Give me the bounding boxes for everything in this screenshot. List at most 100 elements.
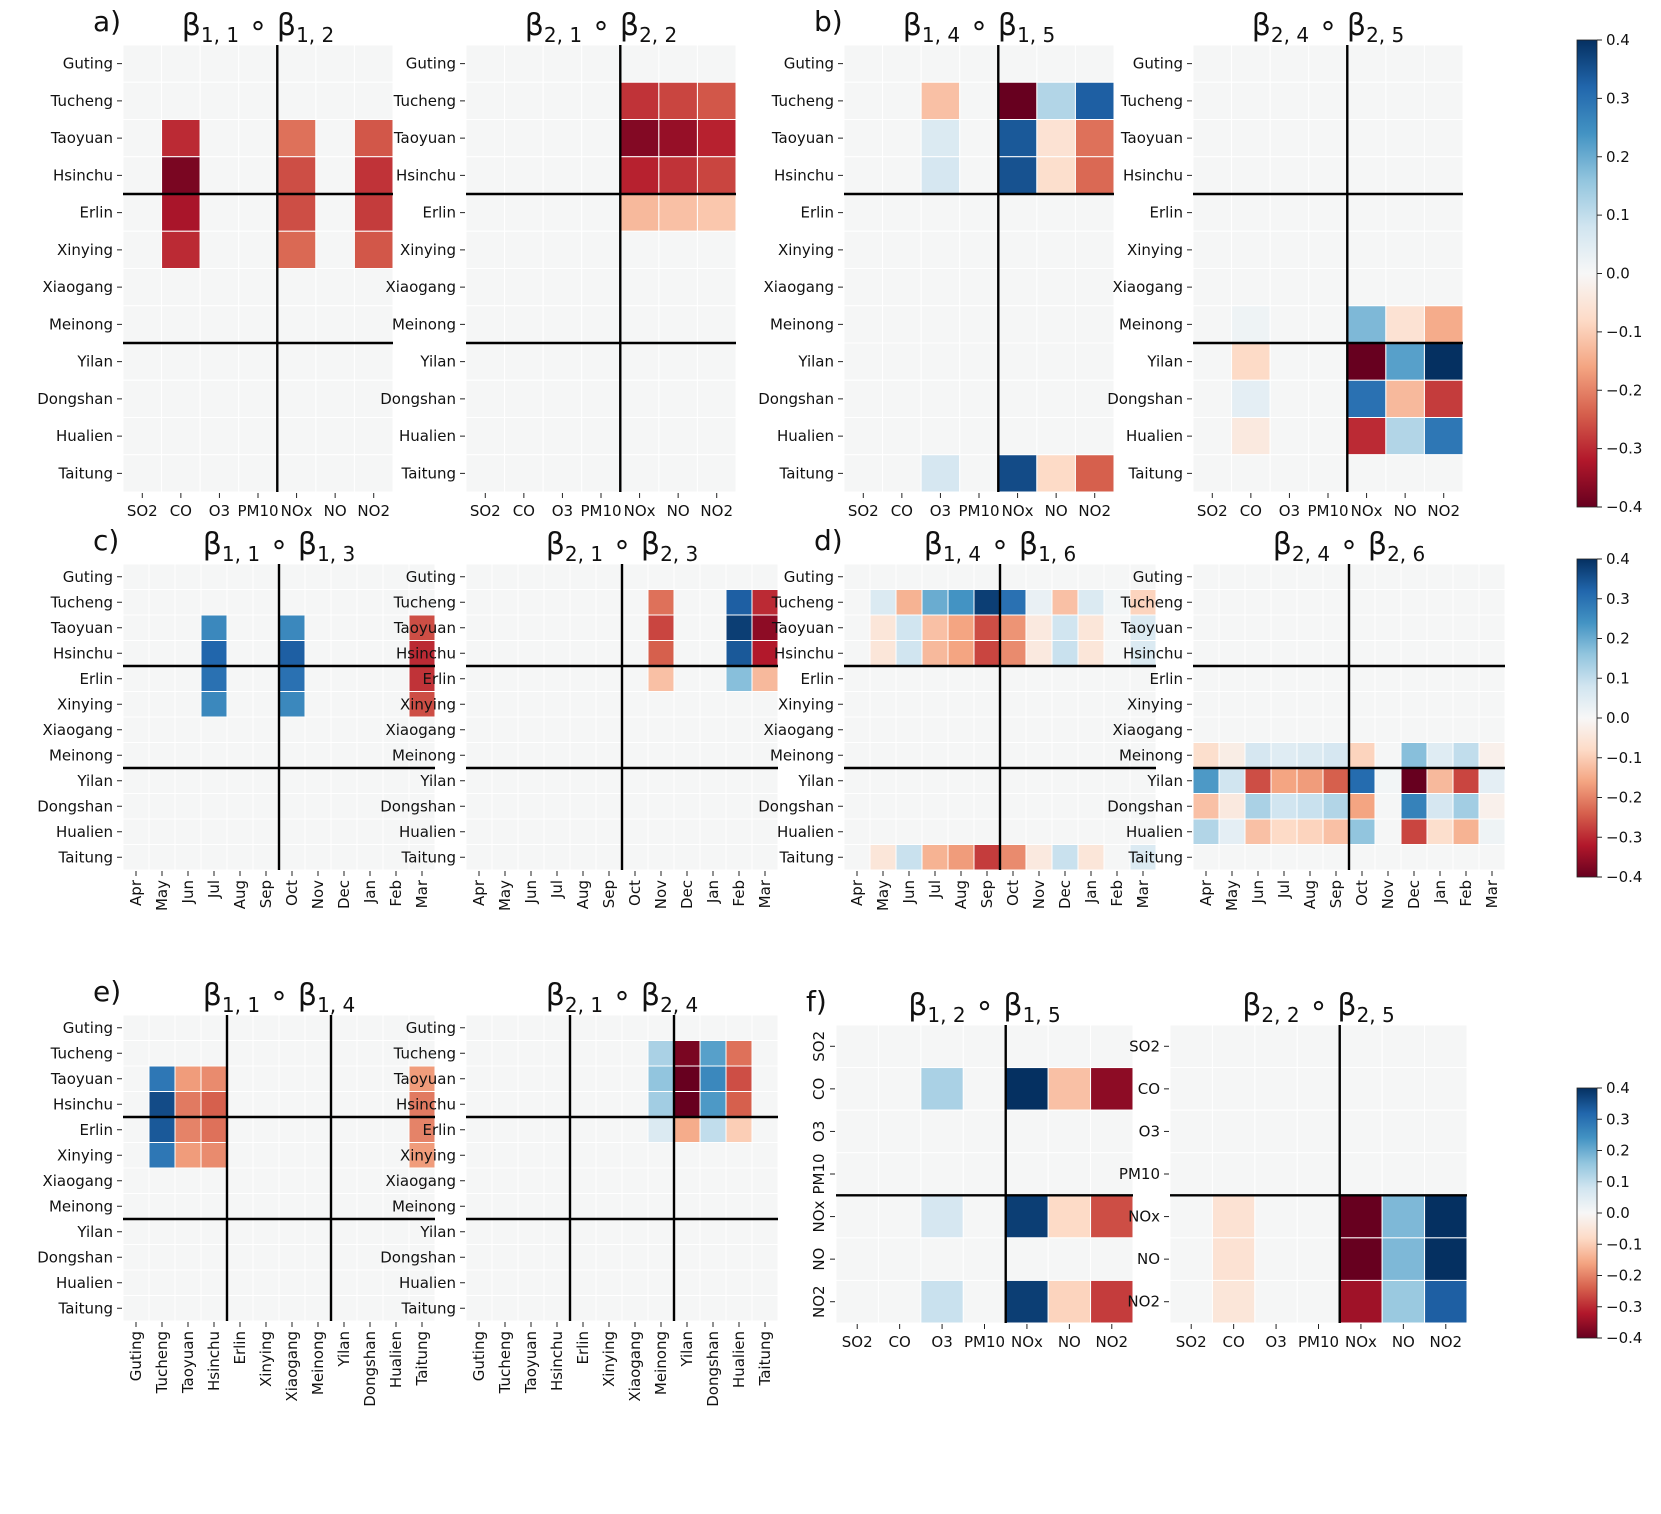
heatmap-cell xyxy=(382,640,410,667)
heatmap-cell xyxy=(465,119,506,158)
heatmap-cell xyxy=(226,844,254,871)
heatmap-cell xyxy=(1192,640,1220,667)
heatmap-cell xyxy=(1211,1024,1256,1069)
heatmap-cell xyxy=(252,563,280,590)
heatmap-cell xyxy=(304,1167,332,1194)
heatmap-cell xyxy=(962,1067,1007,1111)
y-tick-label: Xinying xyxy=(778,241,834,259)
heatmap-cell xyxy=(122,1014,150,1041)
heatmap-cell xyxy=(1077,665,1105,692)
heatmap-cell xyxy=(843,417,884,456)
heatmap-cell xyxy=(408,742,436,769)
heatmap-cell xyxy=(1374,589,1402,616)
heatmap-cell xyxy=(542,156,583,195)
heatmap-cell xyxy=(1254,1237,1298,1281)
heatmap-cell xyxy=(465,716,493,743)
heatmap-cell xyxy=(252,1193,280,1220)
heatmap-cell xyxy=(696,417,737,456)
heatmap-cell xyxy=(973,691,1001,718)
x-tick-label: May xyxy=(1223,880,1241,911)
heatmap-cell xyxy=(465,1295,493,1322)
heatmap-cell xyxy=(699,793,727,820)
heatmap-cell xyxy=(304,844,332,871)
heatmap-cell xyxy=(647,793,675,820)
heatmap-cell xyxy=(647,665,675,692)
heatmap-cell xyxy=(408,1295,436,1322)
x-tick-label: SO2 xyxy=(470,502,501,520)
heatmap-cell xyxy=(465,844,493,871)
heatmap-cell xyxy=(353,230,394,269)
heatmap-cell xyxy=(1231,81,1271,120)
heatmap-cell xyxy=(1231,305,1271,344)
heatmap-cell xyxy=(353,44,394,83)
heatmap-cell xyxy=(997,268,1038,307)
heatmap-cell xyxy=(174,640,202,667)
heatmap-cell xyxy=(330,793,358,820)
y-tick-label: Guting xyxy=(1133,568,1183,586)
heatmap-cell xyxy=(517,1269,545,1296)
heatmap-cell xyxy=(1169,1024,1213,1069)
heatmap-cell xyxy=(877,1024,922,1069)
x-tick-label: SO2 xyxy=(848,502,879,520)
heatmap-cell xyxy=(491,844,519,871)
heatmap-cell xyxy=(696,305,737,344)
y-tick-label: O3 xyxy=(810,1121,828,1142)
heatmap-cell xyxy=(1426,844,1454,871)
heatmap-cell xyxy=(1074,305,1115,344)
x-tick-label: Mar xyxy=(756,879,774,908)
heatmap-cell xyxy=(148,1014,176,1041)
heatmap-cell xyxy=(673,1295,701,1322)
heatmap-cell xyxy=(673,589,701,616)
heatmap-cell xyxy=(751,1142,779,1169)
heatmap-cell xyxy=(1296,614,1324,641)
heatmap-cell xyxy=(595,1218,623,1245)
heatmap-cell xyxy=(947,589,975,616)
heatmap-cell xyxy=(174,1295,202,1322)
heatmap-cell xyxy=(542,342,583,381)
heatmap-cell xyxy=(647,563,675,590)
heatmap-cell xyxy=(581,454,621,493)
heatmap-cell xyxy=(696,379,737,418)
heatmap-cell xyxy=(1296,767,1324,794)
x-tick-label: Nov xyxy=(1030,880,1048,909)
heatmap-cell xyxy=(1478,818,1506,845)
heatmap-cell xyxy=(1005,1067,1049,1111)
x-tick-label: Oct xyxy=(626,880,644,906)
heatmap-cell xyxy=(869,665,897,692)
colorbar-tick-label: 0.4 xyxy=(1606,550,1630,568)
y-tick-label: Hsinchu xyxy=(1123,166,1183,184)
heatmap-cell xyxy=(1374,793,1402,820)
heatmap-cell xyxy=(895,640,923,667)
heatmap-cell xyxy=(751,1167,779,1194)
x-tick-label: Tucheng xyxy=(153,1331,171,1394)
heatmap-cell xyxy=(1346,44,1387,83)
heatmap-cell xyxy=(619,417,660,456)
heatmap-cell xyxy=(238,417,278,456)
heatmap-cell xyxy=(595,818,623,845)
heatmap-cell xyxy=(1103,844,1131,871)
heatmap-cell xyxy=(226,640,254,667)
heatmap-cell xyxy=(122,1269,150,1296)
heatmap-cell xyxy=(947,844,975,871)
heatmap-cell xyxy=(465,665,493,692)
heatmap-cell xyxy=(1385,305,1425,344)
heatmap-cell xyxy=(621,1193,649,1220)
heatmap-cell xyxy=(1051,767,1079,794)
heatmap-cell xyxy=(122,691,150,718)
heatmap-cell xyxy=(1036,454,1076,493)
heatmap-cell xyxy=(304,1040,332,1067)
heatmap-cell xyxy=(200,844,228,871)
heatmap-cell xyxy=(1270,563,1298,590)
heatmap-cell xyxy=(621,640,649,667)
heatmap-cell xyxy=(330,1167,358,1194)
heatmap-cell xyxy=(200,1193,228,1220)
y-tick-label: Xinying xyxy=(57,1146,113,1164)
x-tick-label: NO2 xyxy=(1427,502,1460,520)
heatmap-cell xyxy=(356,1065,384,1092)
heatmap-cell xyxy=(1423,417,1464,456)
y-tick-label: SO2 xyxy=(1129,1037,1160,1055)
y-tick-label: Taoyuan xyxy=(393,1070,456,1088)
heatmap-cell xyxy=(1339,1109,1383,1154)
heatmap-cell xyxy=(226,1167,254,1194)
heatmap-cell xyxy=(382,563,410,590)
